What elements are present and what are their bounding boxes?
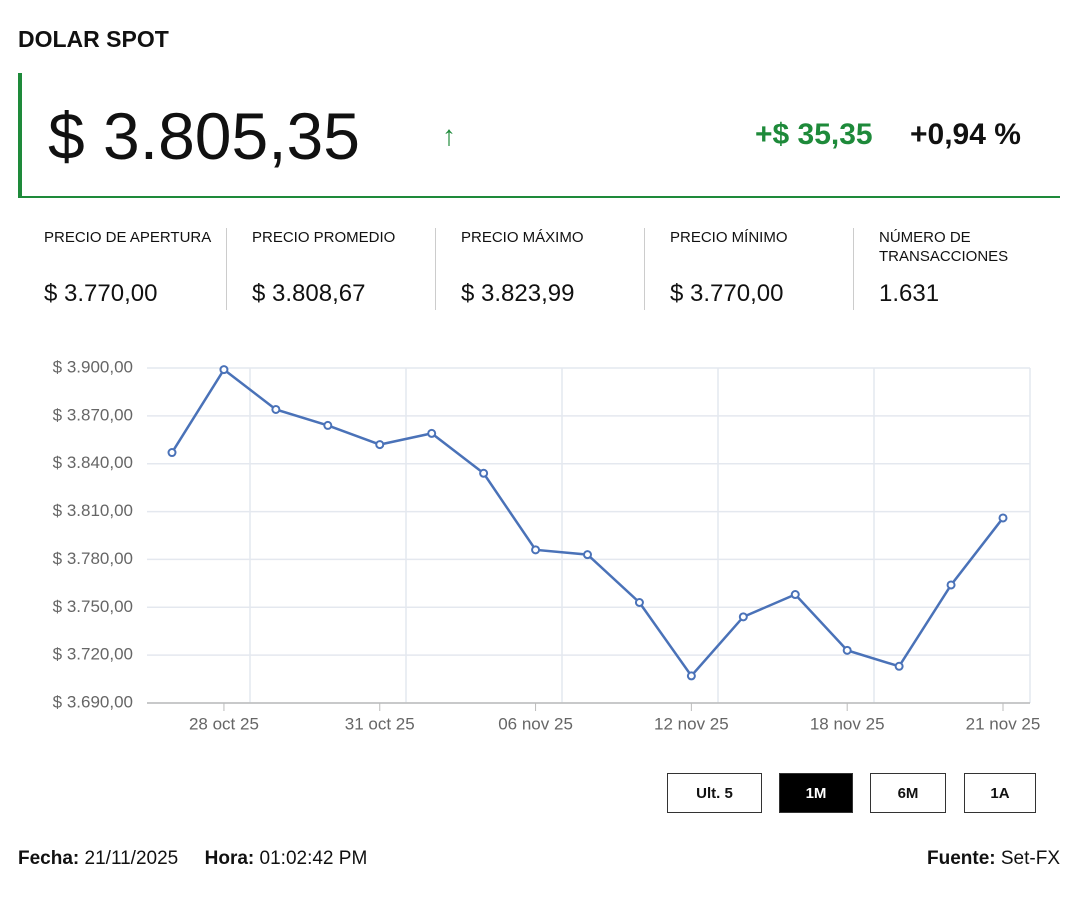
stat-label: PRECIO MÁXIMO bbox=[461, 229, 584, 246]
stat-label: NÚMERO DE TRANSACCIONES bbox=[879, 229, 1009, 265]
x-tick-label: 28 oct 25 bbox=[189, 714, 259, 733]
footer-date: Fecha: 21/11/2025 Hora: 01:02:42 PM bbox=[18, 848, 367, 870]
stat-value: $ 3.808,67 bbox=[252, 280, 366, 307]
x-tick-label: 12 nov 25 bbox=[654, 714, 729, 733]
point bbox=[167, 448, 177, 458]
range-button[interactable]: 6M bbox=[870, 773, 946, 813]
point bbox=[531, 545, 541, 555]
y-tick-label: $ 3.810,00 bbox=[53, 501, 133, 520]
range-button[interactable]: 1A bbox=[964, 773, 1036, 813]
y-tick-label: $ 3.840,00 bbox=[53, 453, 133, 472]
range-button[interactable]: Ult. 5 bbox=[667, 773, 762, 813]
price-change-pct: +0,94 % bbox=[910, 118, 1021, 151]
title: DOLAR SPOT bbox=[18, 26, 169, 52]
point bbox=[271, 404, 281, 414]
source-label: Fuente: bbox=[926, 848, 996, 869]
stat-label: PRECIO DE APERTURA bbox=[44, 229, 212, 246]
stat: NÚMERO DE TRANSACCIONES 1.631 bbox=[879, 228, 1049, 308]
price-box bbox=[18, 73, 1060, 198]
point bbox=[375, 440, 385, 450]
stat-label: PRECIO PROMEDIO bbox=[252, 229, 396, 246]
stat-value: 1.631 bbox=[879, 280, 940, 307]
stat: PRECIO DE APERTURA $ 3.770,00 bbox=[44, 228, 214, 308]
time-label: Hora: bbox=[204, 848, 255, 869]
price: $ 3.805,35 bbox=[48, 99, 360, 173]
y-tick-label: $ 3.690,00 bbox=[53, 692, 133, 711]
point bbox=[634, 598, 644, 607]
point bbox=[894, 661, 904, 671]
separator bbox=[644, 228, 645, 310]
range-button[interactable]: 1M bbox=[779, 773, 853, 813]
point bbox=[427, 428, 437, 438]
y-tick-label: $ 3.780,00 bbox=[53, 549, 133, 568]
source: Set-FX bbox=[1000, 848, 1060, 869]
separator bbox=[226, 228, 227, 310]
price-change: +$ 35,35 bbox=[755, 118, 873, 151]
point bbox=[946, 580, 956, 590]
date-label: Fecha: bbox=[18, 848, 80, 869]
time: 01:02:42 PM bbox=[259, 848, 368, 869]
stat-value: $ 3.823,99 bbox=[461, 280, 575, 307]
stat: PRECIO PROMEDIO $ 3.808,67 bbox=[252, 228, 422, 308]
stat: PRECIO MÁXIMO $ 3.823,99 bbox=[461, 228, 631, 308]
y-tick-label: $ 3.900,00 bbox=[53, 357, 133, 376]
point bbox=[686, 671, 696, 681]
separator bbox=[853, 228, 854, 310]
point bbox=[842, 645, 852, 655]
x-tick-label: 21 nov 25 bbox=[966, 714, 1041, 733]
y-tick-label: $ 3.870,00 bbox=[53, 405, 133, 424]
point bbox=[998, 513, 1008, 523]
point bbox=[583, 550, 592, 560]
separator bbox=[435, 228, 436, 310]
chart: $ 3.690,00 $ 3.720,00 $ 3.750,00 $ 3.780,00… bbox=[53, 357, 1041, 733]
stat: PRECIO MÍNIMO $ 3.770,00 bbox=[670, 228, 840, 308]
x-tick-label: 18 nov 25 bbox=[810, 714, 885, 733]
point bbox=[323, 420, 333, 430]
y-tick-label: $ 3.750,00 bbox=[53, 597, 133, 616]
stat-label: PRECIO MÍNIMO bbox=[670, 229, 788, 246]
x-tick-label: 31 oct 25 bbox=[345, 714, 415, 733]
y-tick-label: $ 3.720,00 bbox=[53, 645, 133, 664]
stat-value: $ 3.770,00 bbox=[670, 280, 784, 307]
footer-source: Fuente: Set-FX bbox=[927, 848, 1060, 870]
point bbox=[790, 590, 800, 600]
x-tick-label: 06 nov 25 bbox=[498, 714, 573, 733]
point bbox=[219, 365, 229, 375]
point bbox=[479, 468, 489, 478]
point bbox=[738, 612, 748, 622]
stat-value: $ 3.770,00 bbox=[44, 280, 158, 307]
date: 21/11/2025 bbox=[84, 848, 179, 869]
up-arrow: ↑ bbox=[442, 120, 456, 151]
